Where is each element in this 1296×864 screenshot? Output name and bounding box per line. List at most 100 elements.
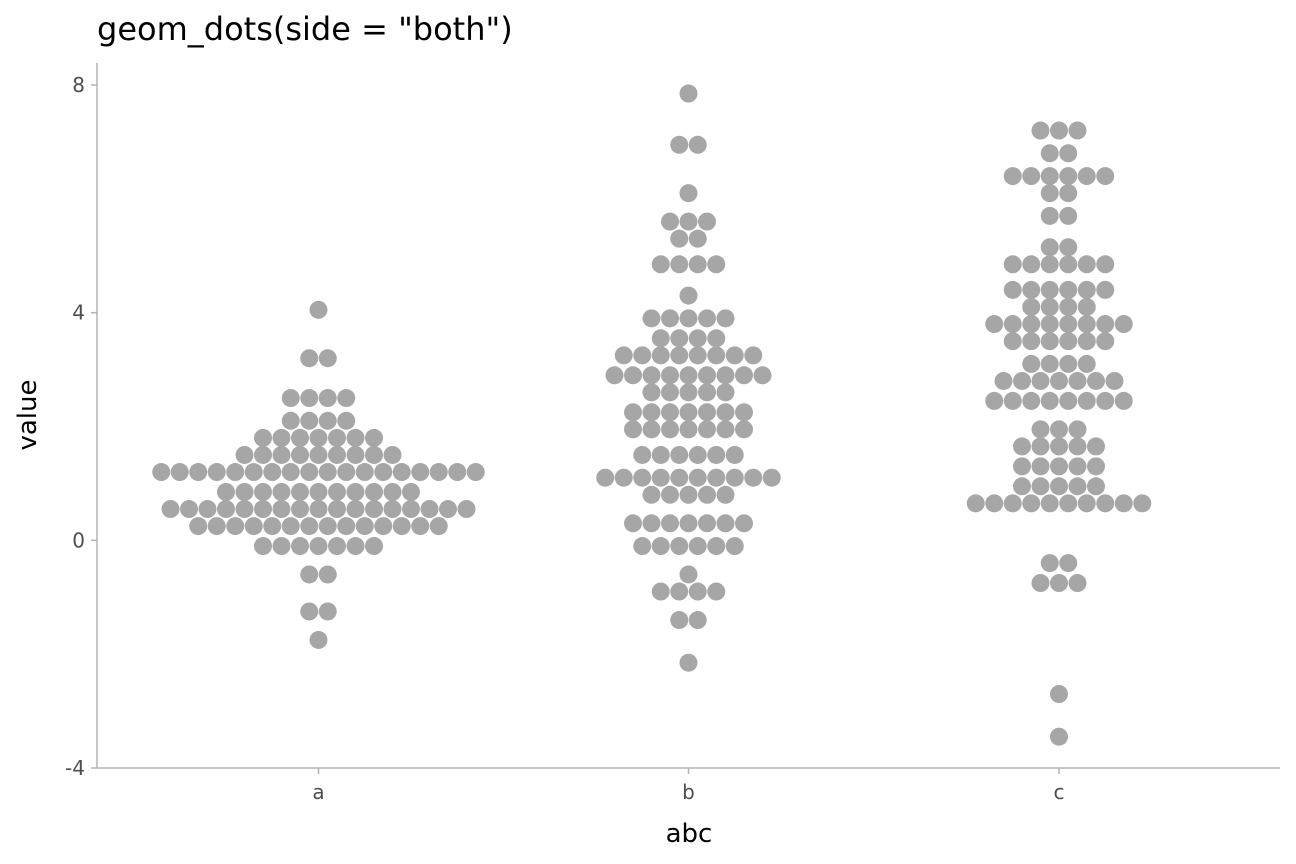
dot-b (624, 514, 642, 533)
dot-a (263, 463, 282, 482)
dot-c (1040, 391, 1059, 410)
dot-c (1114, 391, 1133, 410)
dot-b (716, 420, 735, 439)
dot-a (346, 445, 365, 464)
dot-b (707, 329, 726, 348)
dot-c (1068, 457, 1087, 476)
dot-b (688, 229, 707, 248)
dot-a (291, 428, 309, 447)
dot-b (698, 212, 716, 231)
dot-c (1114, 494, 1133, 513)
dot-layer (152, 84, 1152, 746)
dot-b (679, 184, 698, 203)
dot-c (1096, 315, 1115, 334)
dot-c (1077, 332, 1096, 351)
dot-a (383, 445, 402, 464)
dot-b (679, 514, 698, 533)
dot-c (1059, 494, 1078, 513)
dot-b (688, 135, 707, 154)
dot-c (1068, 371, 1087, 390)
dot-c (1013, 437, 1031, 456)
dot-a (300, 463, 319, 482)
dot-c (1114, 315, 1133, 334)
dot-a (392, 517, 411, 536)
chart-title: geom_dots(side = "both") (97, 10, 513, 48)
dot-b (735, 403, 753, 422)
dot-b (624, 366, 642, 385)
dot-b (670, 537, 689, 556)
dot-c (1050, 121, 1068, 140)
dot-c (1087, 437, 1105, 456)
dot-b (688, 329, 707, 348)
dot-c (1059, 184, 1078, 203)
dot-a (392, 463, 411, 482)
dot-c (1050, 457, 1068, 476)
dot-a (272, 445, 291, 464)
dot-c (1031, 121, 1050, 140)
dot-b (679, 84, 698, 103)
dot-a (374, 517, 393, 536)
dot-b (670, 468, 689, 487)
y-tick-label: 4 (72, 301, 85, 325)
dot-c (1050, 574, 1068, 593)
dot-b (735, 366, 753, 385)
dot-c (1040, 144, 1059, 163)
dot-b (642, 420, 661, 439)
dot-c (966, 494, 985, 513)
dot-b (725, 445, 744, 464)
dot-a (457, 500, 476, 519)
dot-c (1003, 391, 1022, 410)
dot-c (1059, 297, 1078, 316)
dot-b (661, 514, 679, 533)
dot-c (1050, 477, 1068, 496)
dot-b (651, 537, 670, 556)
dot-b (642, 383, 661, 402)
dot-a (235, 482, 254, 501)
dot-c (1040, 554, 1059, 573)
dot-c (1022, 280, 1041, 299)
dot-a (217, 482, 235, 501)
dot-c (1050, 420, 1068, 439)
dot-c (1096, 494, 1115, 513)
dot-a (328, 500, 346, 519)
x-axis-title: abc (666, 819, 713, 849)
dot-a (272, 500, 291, 519)
dot-b (661, 212, 679, 231)
dot-b (614, 468, 633, 487)
dot-a (300, 411, 319, 430)
dot-a (365, 500, 383, 519)
dot-c (1050, 685, 1068, 704)
dot-c (1031, 420, 1050, 439)
dot-b (642, 309, 661, 328)
dot-b (670, 346, 689, 365)
dot-b (633, 346, 652, 365)
dot-b (651, 329, 670, 348)
dot-a (291, 482, 309, 501)
dot-a (235, 500, 254, 519)
dot-b (725, 346, 744, 365)
dot-a (300, 565, 319, 584)
dot-a (328, 428, 346, 447)
dot-c (1077, 280, 1096, 299)
dot-b (707, 582, 726, 601)
dot-b (707, 255, 726, 274)
dot-a (254, 428, 272, 447)
dot-b (605, 366, 624, 385)
dot-c (1003, 494, 1022, 513)
dot-a (309, 428, 328, 447)
dot-a (318, 389, 337, 408)
dot-b (753, 366, 772, 385)
dot-a (448, 463, 467, 482)
dot-a (180, 500, 198, 519)
dot-a (281, 389, 300, 408)
dot-c (1040, 494, 1059, 513)
dot-c (1077, 255, 1096, 274)
dot-c (1077, 494, 1096, 513)
dot-b (624, 403, 642, 422)
dot-b (670, 255, 689, 274)
dot-b (707, 537, 726, 556)
dot-a (318, 349, 337, 368)
dot-b (670, 329, 689, 348)
dot-a (300, 349, 319, 368)
